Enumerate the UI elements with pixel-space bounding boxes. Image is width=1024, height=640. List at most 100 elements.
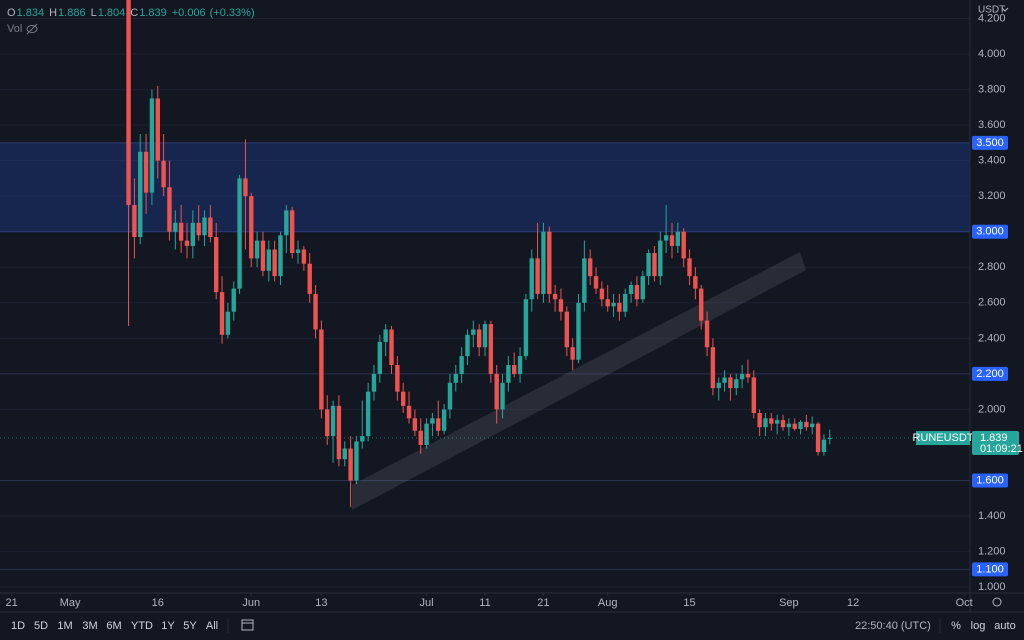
x-tick-label: 21 <box>6 597 18 609</box>
candle-body <box>710 347 716 389</box>
range-button[interactable]: 1Y <box>161 620 175 632</box>
candle-body <box>161 160 166 188</box>
candle-body <box>798 421 803 429</box>
y-tick-label: 3.800 <box>978 83 1006 95</box>
eye-off-icon[interactable] <box>26 23 38 35</box>
candle-body <box>395 365 400 392</box>
candle-body <box>786 423 792 428</box>
candle-body <box>570 347 575 360</box>
y-tick-label: 1.000 <box>978 581 1006 593</box>
candle-body <box>465 334 470 357</box>
candle-body <box>243 178 248 197</box>
candle-body <box>628 285 634 294</box>
scale-button[interactable]: log <box>971 620 986 632</box>
candle-body <box>745 373 751 378</box>
x-tick-label: 11 <box>479 597 490 609</box>
candle-body <box>792 423 797 429</box>
candle-body <box>167 187 172 232</box>
candle-body <box>605 299 610 307</box>
currency-arrow <box>1001 7 1009 12</box>
candle-body <box>284 210 289 236</box>
clock: 22:50:40 (UTC) <box>855 620 931 632</box>
candle-body <box>658 240 663 277</box>
candle-body <box>769 418 774 424</box>
date-range-icon[interactable] <box>241 619 254 631</box>
header-item: 1.839 <box>139 7 167 19</box>
toolbar: 1D 5D 1M 3M 6M YTD 1Y 5Y All% log auto <box>11 620 1016 632</box>
header-item: H <box>49 7 57 19</box>
candle-body <box>728 377 733 389</box>
candle-body <box>640 276 645 300</box>
y-tick-label: 1.400 <box>978 510 1006 522</box>
level-label: 3.500 <box>976 137 1004 149</box>
candle-body <box>149 98 155 193</box>
candle-body <box>587 258 593 277</box>
candle-body <box>576 302 581 360</box>
price-label: 1.839 <box>980 432 1008 444</box>
candle-body <box>716 382 721 389</box>
range-button[interactable]: 5D <box>34 620 48 632</box>
level-label-box <box>972 135 1008 150</box>
candle-body <box>547 231 552 294</box>
settings-icon[interactable] <box>992 597 1002 607</box>
candle-body <box>541 231 546 294</box>
candle-body <box>400 391 406 406</box>
header-item: +0.006 <box>172 7 206 19</box>
candle-body <box>734 379 739 389</box>
range-button[interactable]: 5Y <box>183 620 197 632</box>
scale-button[interactable]: % <box>951 620 961 632</box>
range-button[interactable]: 6M <box>106 620 121 632</box>
candle-body <box>254 240 260 259</box>
y-tick-label: 3.400 <box>978 155 1006 167</box>
candle-body <box>319 329 324 410</box>
candle-body <box>471 329 476 335</box>
candle-body <box>155 98 160 161</box>
y-tick-label: 2.000 <box>978 403 1006 415</box>
range-button[interactable]: All <box>206 620 218 632</box>
candle-body <box>325 409 330 437</box>
candle-body <box>138 151 143 238</box>
candle-body <box>126 0 131 206</box>
candle-body <box>517 356 523 374</box>
scale-button[interactable]: auto <box>994 620 1015 632</box>
candle-body <box>827 438 832 440</box>
ohlc-header: O1.834 H1.886 L1.804 C1.839 +0.006 (+0.33%) <box>7 7 255 19</box>
x-tick-label: Oct <box>956 597 973 609</box>
x-tick-label: Sep <box>779 597 799 609</box>
volume-label: Vol <box>7 23 22 35</box>
candle-body <box>424 423 429 445</box>
candle-body <box>704 320 710 348</box>
candle-body <box>278 235 283 277</box>
range-button[interactable]: 1M <box>57 620 72 632</box>
currency: USDT <box>978 5 1005 16</box>
y-tick-label: 4.000 <box>978 48 1006 60</box>
level-label: 1.100 <box>976 563 1004 575</box>
candle-body <box>447 382 453 410</box>
candle-body <box>301 249 307 264</box>
candle-body <box>558 299 564 312</box>
candle-body <box>652 253 657 277</box>
symbol-box <box>916 431 970 446</box>
candle-body <box>260 240 266 271</box>
level-label-box <box>972 562 1008 577</box>
candle-body <box>441 409 447 431</box>
candle-body <box>190 222 196 246</box>
candle-body <box>354 441 359 481</box>
candle-body <box>482 324 488 348</box>
candle-body <box>751 377 756 413</box>
range-button[interactable]: 1D <box>11 620 25 632</box>
y-tick-label: 2.800 <box>978 261 1006 273</box>
level-label-box <box>972 366 1008 381</box>
candle-body <box>214 237 219 293</box>
countdown: 01:09:21 <box>980 443 1023 455</box>
x-tick-label: 16 <box>152 597 164 609</box>
trend-channel <box>352 252 806 510</box>
x-tick-label: Jul <box>420 597 434 609</box>
range-button[interactable]: YTD <box>131 620 153 632</box>
candle-body <box>266 249 271 271</box>
x-tick-label: 15 <box>683 597 695 609</box>
range-button[interactable]: 3M <box>82 620 97 632</box>
candle-body <box>722 377 727 383</box>
